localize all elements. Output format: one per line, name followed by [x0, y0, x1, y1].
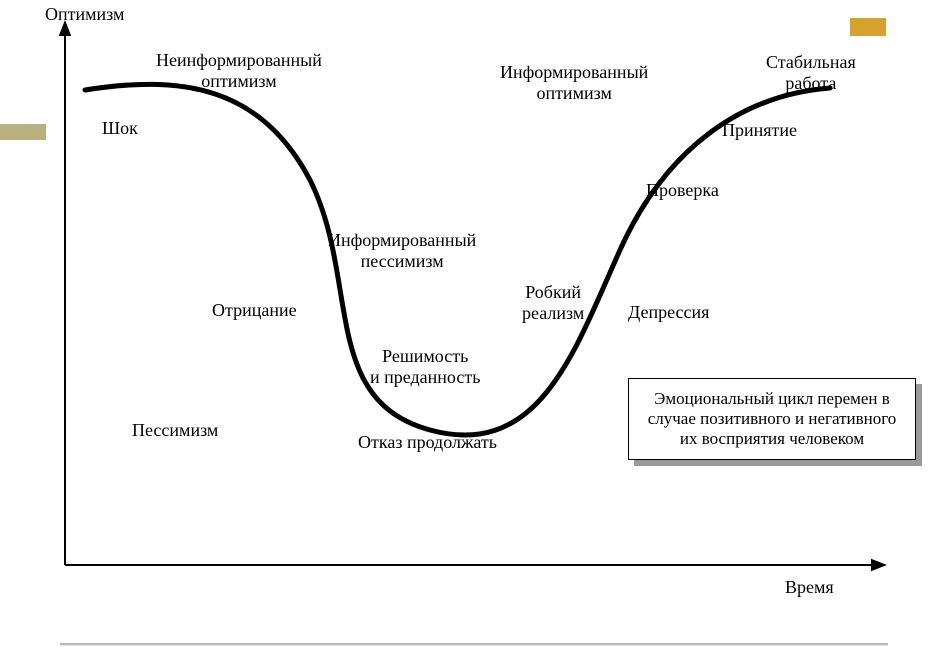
bottom-divider	[60, 643, 888, 646]
stage-label-refusal: Отказ продолжать	[358, 432, 497, 453]
stage-label-informed-pessimism: Информированный пессимизм	[328, 230, 476, 271]
caption-box: Эмоциональный цикл перемен в случае пози…	[628, 378, 916, 460]
diagram-svg	[0, 0, 928, 664]
caption-text: Эмоциональный цикл перемен в случае пози…	[648, 389, 897, 448]
x-axis-label: Время	[785, 577, 834, 598]
stage-label-depression: Депрессия	[628, 302, 709, 323]
stage-label-testing: Проверка	[646, 180, 719, 201]
y-axis-label: Оптимизм	[45, 4, 124, 25]
x-axis-arrow	[871, 559, 887, 572]
stage-label-denial: Отрицание	[212, 300, 297, 321]
stage-label-stable-work: Стабильная работа	[766, 52, 856, 93]
stage-label-timid-realism: Робкий реализм	[522, 282, 584, 323]
stage-label-shock: Шок	[102, 118, 138, 139]
stage-label-resolve: Решимость и преданность	[370, 346, 480, 387]
stage-label-uninformed-optimism: Неинформированный оптимизм	[156, 50, 322, 91]
stage-label-informed-optimism: Информированный оптимизм	[500, 62, 648, 103]
stage-label-acceptance: Принятие	[722, 120, 797, 141]
stage-label-pessimism: Пессимизм	[132, 420, 218, 441]
